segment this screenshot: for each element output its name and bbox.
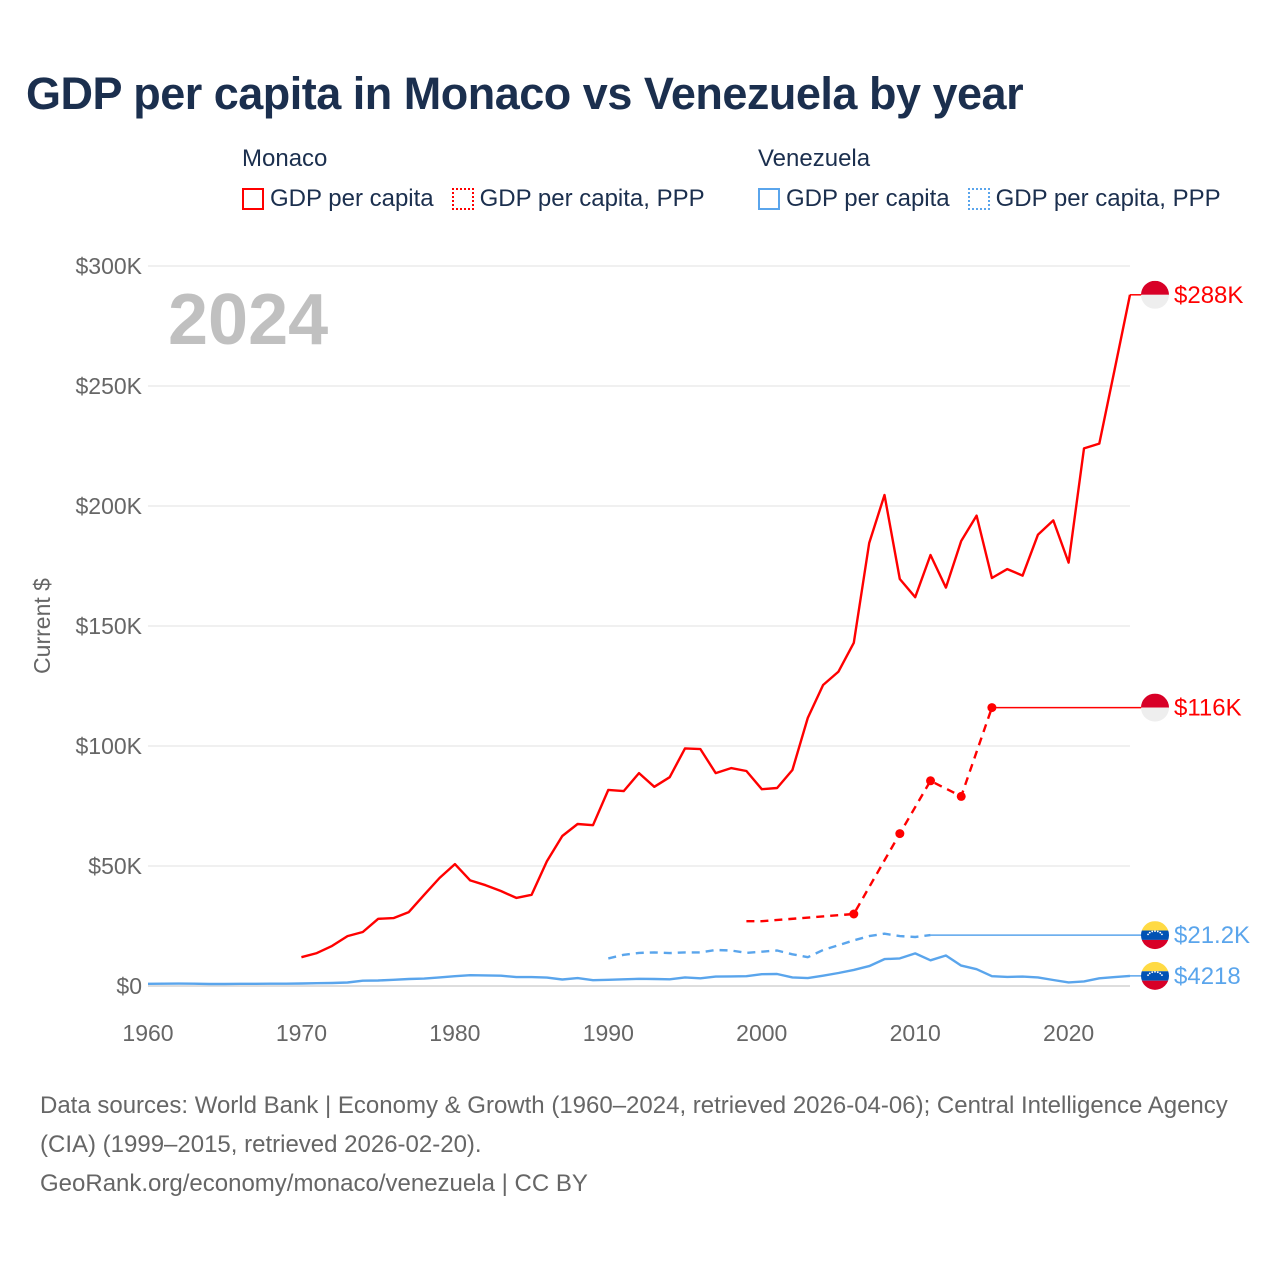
legend-item-monaco-gdp[interactable]: GDP per capita	[242, 185, 434, 213]
legend-swatch-dotted	[451, 188, 474, 210]
end-value-label: $288K	[1174, 282, 1243, 309]
data-point	[926, 776, 936, 786]
line-chart: $0 $50K $100K $150K $200K $250K $300K 1960 1970 1…	[29, 253, 1250, 1046]
y-tick-label: $300K	[75, 253, 142, 279]
flag-stripe	[1141, 980, 1169, 990]
y-tick-label: $150K	[75, 613, 142, 639]
venezuela-flag-icon	[1141, 921, 1169, 950]
flag-star	[1148, 931, 1151, 934]
venezuela-flag-icon	[1141, 961, 1169, 990]
footer: Data sources: World Bank | Economy & Gro…	[40, 1086, 1250, 1203]
flag-stripe	[1141, 930, 1169, 940]
data-point	[849, 909, 859, 919]
x-tick-label: 1980	[429, 1020, 480, 1046]
y-tick-label: $200K	[75, 493, 142, 519]
y-tick-label: $250K	[75, 373, 142, 399]
chart-title: GDP per capita in Monaco vs Venezuela by…	[26, 68, 1024, 119]
flag-star	[1154, 930, 1156, 933]
legend-group-title: Monaco	[242, 145, 328, 172]
flag-star	[1148, 972, 1151, 975]
end-value-label: $4218	[1174, 963, 1241, 990]
monaco-flag-icon	[1141, 280, 1169, 309]
end-value-label: $21.2K	[1174, 922, 1250, 949]
flag-clip	[1141, 921, 1169, 950]
y-tick-label: $0	[116, 973, 142, 999]
x-tick-label: 1970	[276, 1020, 327, 1046]
legend-label: GDP per capita, PPP	[995, 185, 1221, 212]
series-line	[746, 707, 994, 923]
monaco-flag-icon	[1141, 693, 1169, 722]
flag-star	[1147, 974, 1149, 977]
legend-swatch-solid	[758, 188, 780, 210]
x-tick-label: 1960	[122, 1020, 173, 1046]
x-tick-label: 1990	[583, 1020, 634, 1046]
legend-label: GDP per capita, PPP	[479, 185, 705, 212]
flag-stripe	[1141, 921, 1169, 931]
x-tick-label: 2020	[1043, 1020, 1094, 1046]
flag-star	[1151, 930, 1154, 933]
legend-group-monaco: Monaco GDP per capita GDP per capita, PP…	[242, 145, 705, 213]
x-tick-label: 2010	[890, 1020, 941, 1046]
end-value-label: $116K	[1174, 695, 1242, 722]
flag-stripe	[1141, 280, 1169, 295]
flag-stripe	[1141, 961, 1169, 972]
legend-item-venezuela-gdp[interactable]: GDP per capita	[758, 185, 950, 213]
legend-label: GDP per capita	[786, 185, 950, 212]
flag-stripe	[1141, 939, 1169, 950]
flag-clip	[1141, 280, 1169, 309]
flag-star	[1159, 972, 1162, 975]
flag-star	[1161, 974, 1163, 977]
source-url[interactable]: GeoRank.org/economy/monaco/venezuela | C…	[40, 1170, 588, 1197]
legend-item-monaco-ppp[interactable]: GDP per capita, PPP	[451, 185, 705, 213]
flag-star	[1156, 930, 1159, 933]
legend-swatch-dotted	[967, 188, 990, 210]
flag-star	[1161, 933, 1163, 936]
flag-star	[1159, 931, 1162, 934]
legend-label: GDP per capita	[270, 185, 434, 212]
data-point	[956, 791, 966, 801]
y-tick-label: $100K	[75, 733, 142, 759]
flag-clip	[1141, 693, 1169, 722]
series-line	[608, 932, 931, 960]
flag-stripe	[1141, 971, 1169, 981]
flag-clip	[1141, 961, 1169, 990]
y-axis-label: Current $	[29, 578, 55, 674]
flag-star	[1147, 933, 1149, 936]
year-watermark: 2024	[168, 280, 328, 360]
legend-group-title: Venezuela	[758, 145, 871, 172]
flag-stripe	[1141, 294, 1169, 309]
legend-group-venezuela: Venezuela GDP per capita GDP per capita,…	[758, 145, 1221, 213]
data-point	[895, 829, 905, 839]
flag-star	[1151, 971, 1154, 974]
flag-stripe	[1141, 693, 1169, 708]
flag-stripe	[1141, 707, 1169, 722]
flag-star	[1154, 970, 1156, 973]
y-tick-label: $50K	[88, 853, 142, 879]
flag-star	[1156, 971, 1159, 974]
data-sources: Data sources: World Bank | Economy & Gro…	[40, 1092, 1228, 1158]
series-line	[301, 294, 1132, 959]
legend-item-venezuela-ppp[interactable]: GDP per capita, PPP	[967, 185, 1221, 213]
legend-swatch-solid	[242, 188, 264, 210]
x-tick-label: 2000	[736, 1020, 787, 1046]
series-line	[147, 952, 1131, 986]
